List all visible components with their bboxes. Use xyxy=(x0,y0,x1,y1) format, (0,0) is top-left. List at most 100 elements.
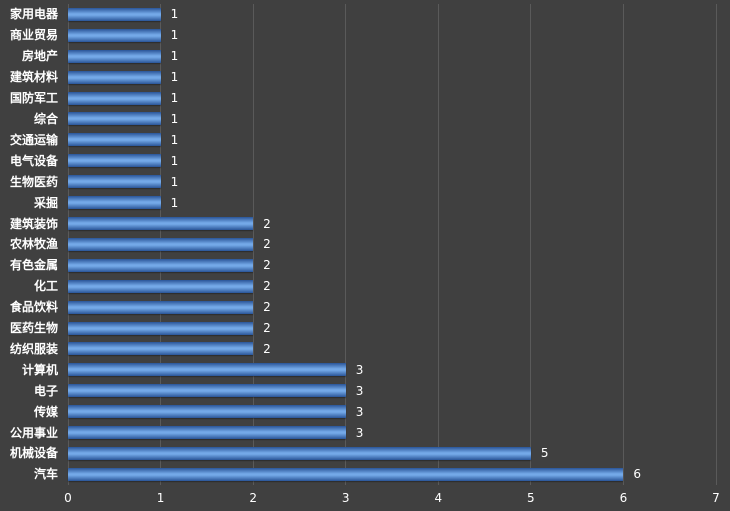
bar xyxy=(68,154,161,168)
bar-value-label: 1 xyxy=(170,7,179,22)
bar-row: 1 xyxy=(68,25,716,46)
bar-value-label: 2 xyxy=(263,279,271,294)
bar xyxy=(68,446,531,460)
category-label: 国防军工 xyxy=(9,91,58,106)
bar xyxy=(68,467,624,481)
bar-row: 5 xyxy=(68,443,716,464)
bar xyxy=(68,28,161,42)
category-label: 电气设备 xyxy=(9,153,58,168)
bar xyxy=(68,217,254,231)
bar-rows: 1 1 1 1 1 1 1 1 1 1 2 2 2 2 2 2 2 3 3 3 3 5 6 xyxy=(68,4,716,485)
bar-value-label: 2 xyxy=(263,321,271,336)
bar xyxy=(68,196,161,210)
bar xyxy=(68,300,254,314)
bar-row: 2 xyxy=(68,297,716,318)
bar-row: 3 xyxy=(68,422,716,443)
bar xyxy=(68,258,254,272)
bar xyxy=(68,91,161,105)
bar-row: 2 xyxy=(68,339,716,360)
bar-value-label: 2 xyxy=(263,300,271,315)
category-label: 综合 xyxy=(33,111,58,126)
category-label: 纺织服装 xyxy=(9,341,58,356)
bar xyxy=(68,321,254,335)
category-label: 家用电器 xyxy=(9,7,58,22)
bar xyxy=(68,175,161,189)
category-label: 建筑材料 xyxy=(9,70,58,85)
x-tick-label: 2 xyxy=(249,491,257,505)
plot-area: 1 1 1 1 1 1 1 1 1 1 2 2 2 2 2 2 2 3 3 3 3 5 6 xyxy=(67,4,717,485)
bar-value-label: 1 xyxy=(170,91,179,106)
category-label: 计算机 xyxy=(21,362,58,377)
bar-row: 2 xyxy=(68,234,716,255)
bar-value-label: 2 xyxy=(263,341,271,356)
bar-value-label: 1 xyxy=(170,195,179,210)
x-tick-label: 1 xyxy=(156,491,165,505)
bar-row: 1 xyxy=(68,109,716,130)
bar xyxy=(68,237,254,251)
category-label: 有色金属 xyxy=(9,258,58,273)
bar-row: 1 xyxy=(68,4,716,25)
bar-value-label: 1 xyxy=(170,132,179,147)
bar-row: 1 xyxy=(68,129,716,150)
bar xyxy=(68,279,254,293)
bar-value-label: 1 xyxy=(170,49,179,64)
category-label: 商业贸易 xyxy=(9,28,58,43)
gridline xyxy=(345,4,347,485)
x-tick-label: 4 xyxy=(434,491,443,505)
x-axis: 0 1 2 3 4 5 6 7 xyxy=(64,489,720,509)
bar-row: 2 xyxy=(68,213,716,234)
x-tick-label: 7 xyxy=(712,491,720,505)
bar-value-label: 1 xyxy=(170,70,179,85)
gridline xyxy=(530,4,532,485)
bar-value-label: 2 xyxy=(263,237,271,252)
x-tick-label: 3 xyxy=(341,491,350,505)
bar-value-label: 3 xyxy=(355,425,364,440)
category-label: 农林牧渔 xyxy=(9,237,58,252)
bar-row: 1 xyxy=(68,88,716,109)
bar xyxy=(68,112,161,126)
category-label: 机械设备 xyxy=(9,446,58,461)
bar-row: 1 xyxy=(68,192,716,213)
bar-row: 2 xyxy=(68,255,716,276)
category-label: 生物医药 xyxy=(9,174,58,189)
bar-row: 3 xyxy=(68,401,716,422)
gridline xyxy=(437,4,439,485)
bar-row: 6 xyxy=(68,464,716,485)
bar xyxy=(68,133,161,147)
category-label: 采掘 xyxy=(33,195,58,210)
bar-value-label: 1 xyxy=(170,174,179,189)
bar xyxy=(68,363,346,377)
bar-value-label: 3 xyxy=(355,362,364,377)
bar xyxy=(68,70,161,84)
category-label: 交通运输 xyxy=(9,132,58,147)
bar-row: 3 xyxy=(68,359,716,380)
bar-value-label: 1 xyxy=(170,153,179,168)
bar-value-label: 6 xyxy=(633,467,642,482)
bar xyxy=(68,426,346,440)
category-label: 公用事业 xyxy=(9,425,58,440)
gridline xyxy=(622,4,624,485)
bar-value-label: 1 xyxy=(170,111,179,126)
bar xyxy=(68,405,346,419)
category-label: 电子 xyxy=(33,383,58,398)
bar-row: 1 xyxy=(68,150,716,171)
category-label: 医药生物 xyxy=(9,321,58,336)
bar-value-label: 2 xyxy=(263,216,271,231)
category-label: 房地产 xyxy=(21,49,58,64)
bar-row: 2 xyxy=(68,276,716,297)
x-tick-label: 5 xyxy=(527,491,535,505)
category-label: 建筑装饰 xyxy=(9,216,58,231)
bar-row: 1 xyxy=(68,67,716,88)
bar-row: 1 xyxy=(68,171,716,192)
bar xyxy=(68,384,346,398)
category-label: 传媒 xyxy=(33,404,58,419)
bar xyxy=(68,49,161,63)
gridline xyxy=(715,4,717,485)
x-tick-label: 6 xyxy=(619,491,628,505)
bar-value-label: 3 xyxy=(355,404,364,419)
bar-value-label: 3 xyxy=(355,383,364,398)
category-axis: 家用电器商业贸易房地产建筑材料国防军工综合交通运输电气设备生物医药采掘建筑装饰农… xyxy=(0,4,64,485)
bar-value-label: 5 xyxy=(540,446,549,461)
x-tick-label: 0 xyxy=(64,491,72,505)
